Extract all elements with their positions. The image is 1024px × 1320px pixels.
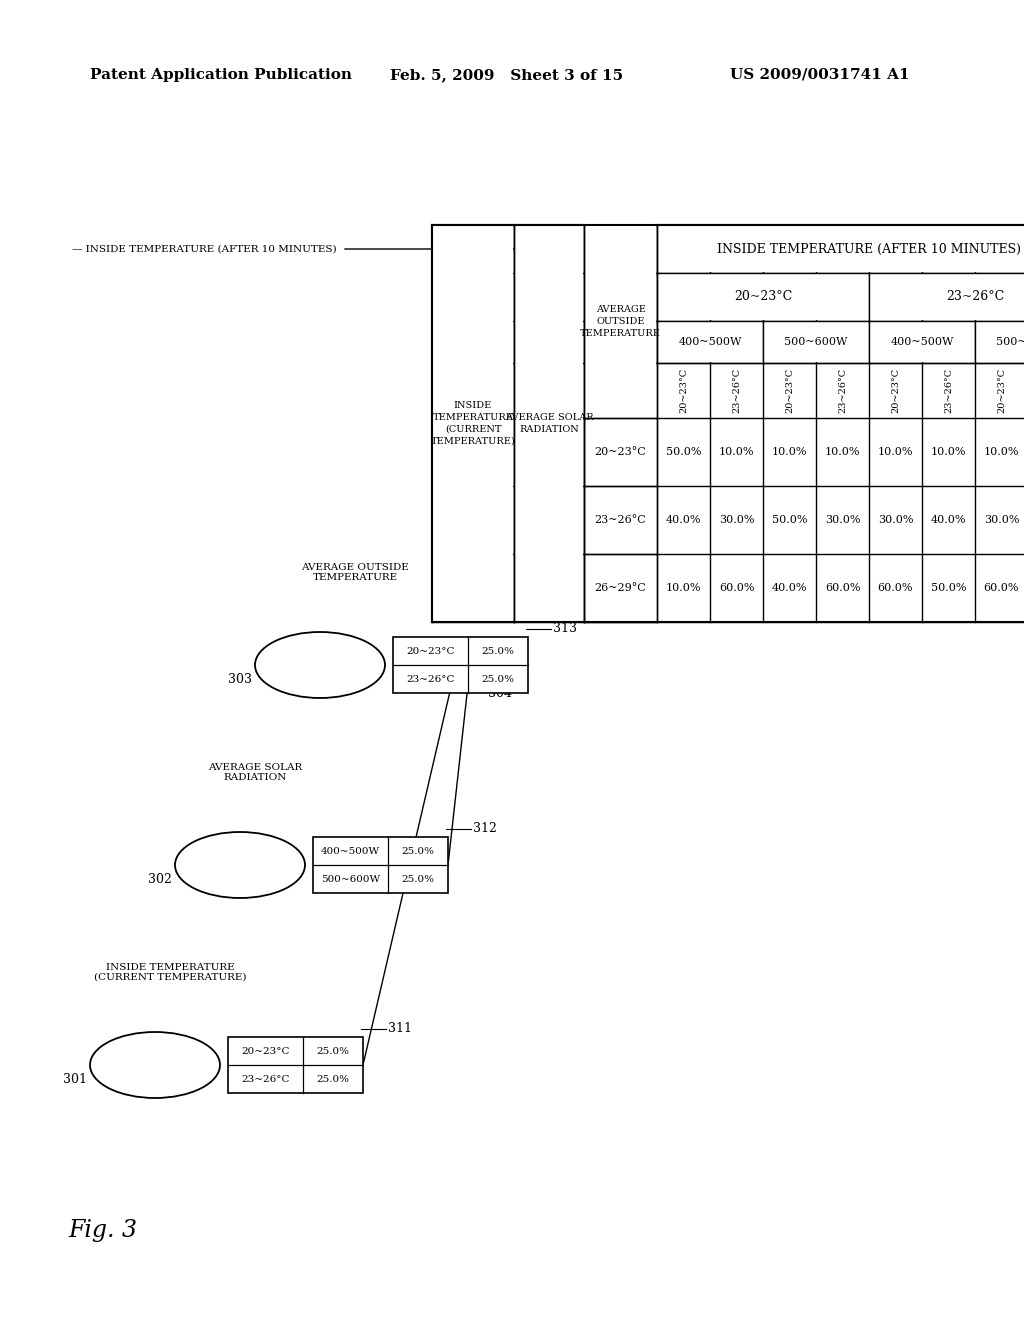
Bar: [228, 1038, 362, 1093]
Text: 20~23°C: 20~23°C: [679, 368, 688, 413]
Text: 10.0%: 10.0%: [931, 447, 967, 457]
Text: 26~29°C: 26~29°C: [595, 583, 646, 593]
Bar: [658, 322, 762, 362]
Text: INSIDE TEMPERATURE (AFTER 10 MINUTES): INSIDE TEMPERATURE (AFTER 10 MINUTES): [717, 243, 1021, 256]
Bar: [870, 275, 1024, 319]
Text: 30.0%: 30.0%: [719, 515, 755, 525]
Text: 23~26°C: 23~26°C: [595, 515, 646, 525]
Text: 40.0%: 40.0%: [931, 515, 967, 525]
Text: 25.0%: 25.0%: [401, 846, 434, 855]
Text: Patent Application Publication: Patent Application Publication: [90, 69, 352, 82]
Text: — INSIDE TEMPERATURE (AFTER 10 MINUTES): — INSIDE TEMPERATURE (AFTER 10 MINUTES): [73, 244, 337, 253]
Bar: [764, 322, 868, 362]
Text: 25.0%: 25.0%: [481, 675, 514, 684]
Bar: [515, 226, 583, 620]
Text: 60.0%: 60.0%: [984, 583, 1019, 593]
Ellipse shape: [175, 832, 305, 898]
Text: 50.0%: 50.0%: [931, 583, 967, 593]
Text: 500~600W: 500~600W: [996, 337, 1024, 347]
Text: 60.0%: 60.0%: [824, 583, 860, 593]
Text: 20~23°C: 20~23°C: [785, 368, 794, 413]
Text: 40.0%: 40.0%: [772, 583, 807, 593]
Ellipse shape: [90, 1032, 220, 1098]
Text: 30.0%: 30.0%: [824, 515, 860, 525]
Text: 25.0%: 25.0%: [316, 1074, 349, 1084]
Text: INSIDE TEMPERATURE
(CURRENT TEMPERATURE): INSIDE TEMPERATURE (CURRENT TEMPERATURE): [94, 962, 246, 982]
Text: INSIDE
TEMPERATURE
(CURRENT
TEMPERATURE): INSIDE TEMPERATURE (CURRENT TEMPERATURE): [431, 401, 515, 446]
Text: 301: 301: [63, 1073, 87, 1086]
Text: 20~23°C: 20~23°C: [997, 368, 1006, 413]
Text: AVERAGE SOLAR
RADIATION: AVERAGE SOLAR RADIATION: [208, 763, 302, 781]
Text: 20~23°C: 20~23°C: [407, 647, 455, 656]
Text: 20~23°C: 20~23°C: [891, 368, 900, 413]
Text: 23~26°C: 23~26°C: [838, 368, 847, 413]
Text: 10.0%: 10.0%: [984, 447, 1019, 457]
Ellipse shape: [255, 632, 385, 698]
Text: 311: 311: [388, 1023, 412, 1035]
Text: AVERAGE
OUTSIDE
TEMPERATURE: AVERAGE OUTSIDE TEMPERATURE: [580, 305, 660, 338]
Bar: [658, 226, 1024, 272]
Bar: [393, 638, 528, 693]
Text: 60.0%: 60.0%: [719, 583, 755, 593]
Text: 23~26°C: 23~26°C: [407, 675, 455, 684]
Text: 20~23°C: 20~23°C: [242, 1047, 290, 1056]
Bar: [433, 226, 513, 620]
Text: 313: 313: [553, 623, 577, 635]
Text: 23~26°C: 23~26°C: [946, 290, 1005, 304]
Text: 303: 303: [228, 673, 252, 686]
Text: 23~26°C: 23~26°C: [242, 1074, 290, 1084]
Bar: [313, 837, 449, 894]
Text: 304: 304: [488, 686, 512, 700]
Bar: [658, 275, 868, 319]
Text: 25.0%: 25.0%: [481, 647, 514, 656]
Text: AVERAGE OUTSIDE
TEMPERATURE: AVERAGE OUTSIDE TEMPERATURE: [301, 562, 409, 582]
Text: 312: 312: [473, 822, 497, 836]
Text: AVERAGE SOLAR
RADIATION: AVERAGE SOLAR RADIATION: [505, 413, 593, 434]
Text: 50.0%: 50.0%: [772, 515, 807, 525]
Text: 400~500W: 400~500W: [890, 337, 953, 347]
Text: 500~600W: 500~600W: [784, 337, 848, 347]
Text: 10.0%: 10.0%: [878, 447, 913, 457]
Text: Fig. 3: Fig. 3: [68, 1218, 137, 1242]
Text: 23~26°C: 23~26°C: [732, 368, 741, 413]
Text: 30.0%: 30.0%: [878, 515, 913, 525]
Text: 30.0%: 30.0%: [984, 515, 1019, 525]
Text: US 2009/0031741 A1: US 2009/0031741 A1: [730, 69, 909, 82]
Text: 25.0%: 25.0%: [401, 874, 434, 883]
Ellipse shape: [443, 640, 503, 684]
Text: Feb. 5, 2009   Sheet 3 of 15: Feb. 5, 2009 Sheet 3 of 15: [390, 69, 624, 82]
Text: 10.0%: 10.0%: [824, 447, 860, 457]
Text: 50.0%: 50.0%: [666, 447, 701, 457]
Text: 10.0%: 10.0%: [772, 447, 807, 457]
Text: 40.0%: 40.0%: [666, 515, 701, 525]
Text: 302: 302: [148, 873, 172, 886]
Text: 500~600W: 500~600W: [321, 874, 380, 883]
Text: 10.0%: 10.0%: [719, 447, 755, 457]
Text: 400~500W: 400~500W: [678, 337, 741, 347]
Bar: [585, 226, 656, 417]
Bar: [976, 322, 1024, 362]
Text: 20~23°C: 20~23°C: [595, 447, 646, 457]
Bar: [870, 322, 974, 362]
Text: 10.0%: 10.0%: [666, 583, 701, 593]
Bar: [432, 224, 1024, 622]
Text: 400~500W: 400~500W: [321, 846, 380, 855]
Text: 23~26°C: 23~26°C: [944, 368, 953, 413]
Text: 60.0%: 60.0%: [878, 583, 913, 593]
Text: 20~23°C: 20~23°C: [734, 290, 793, 304]
Text: 25.0%: 25.0%: [316, 1047, 349, 1056]
